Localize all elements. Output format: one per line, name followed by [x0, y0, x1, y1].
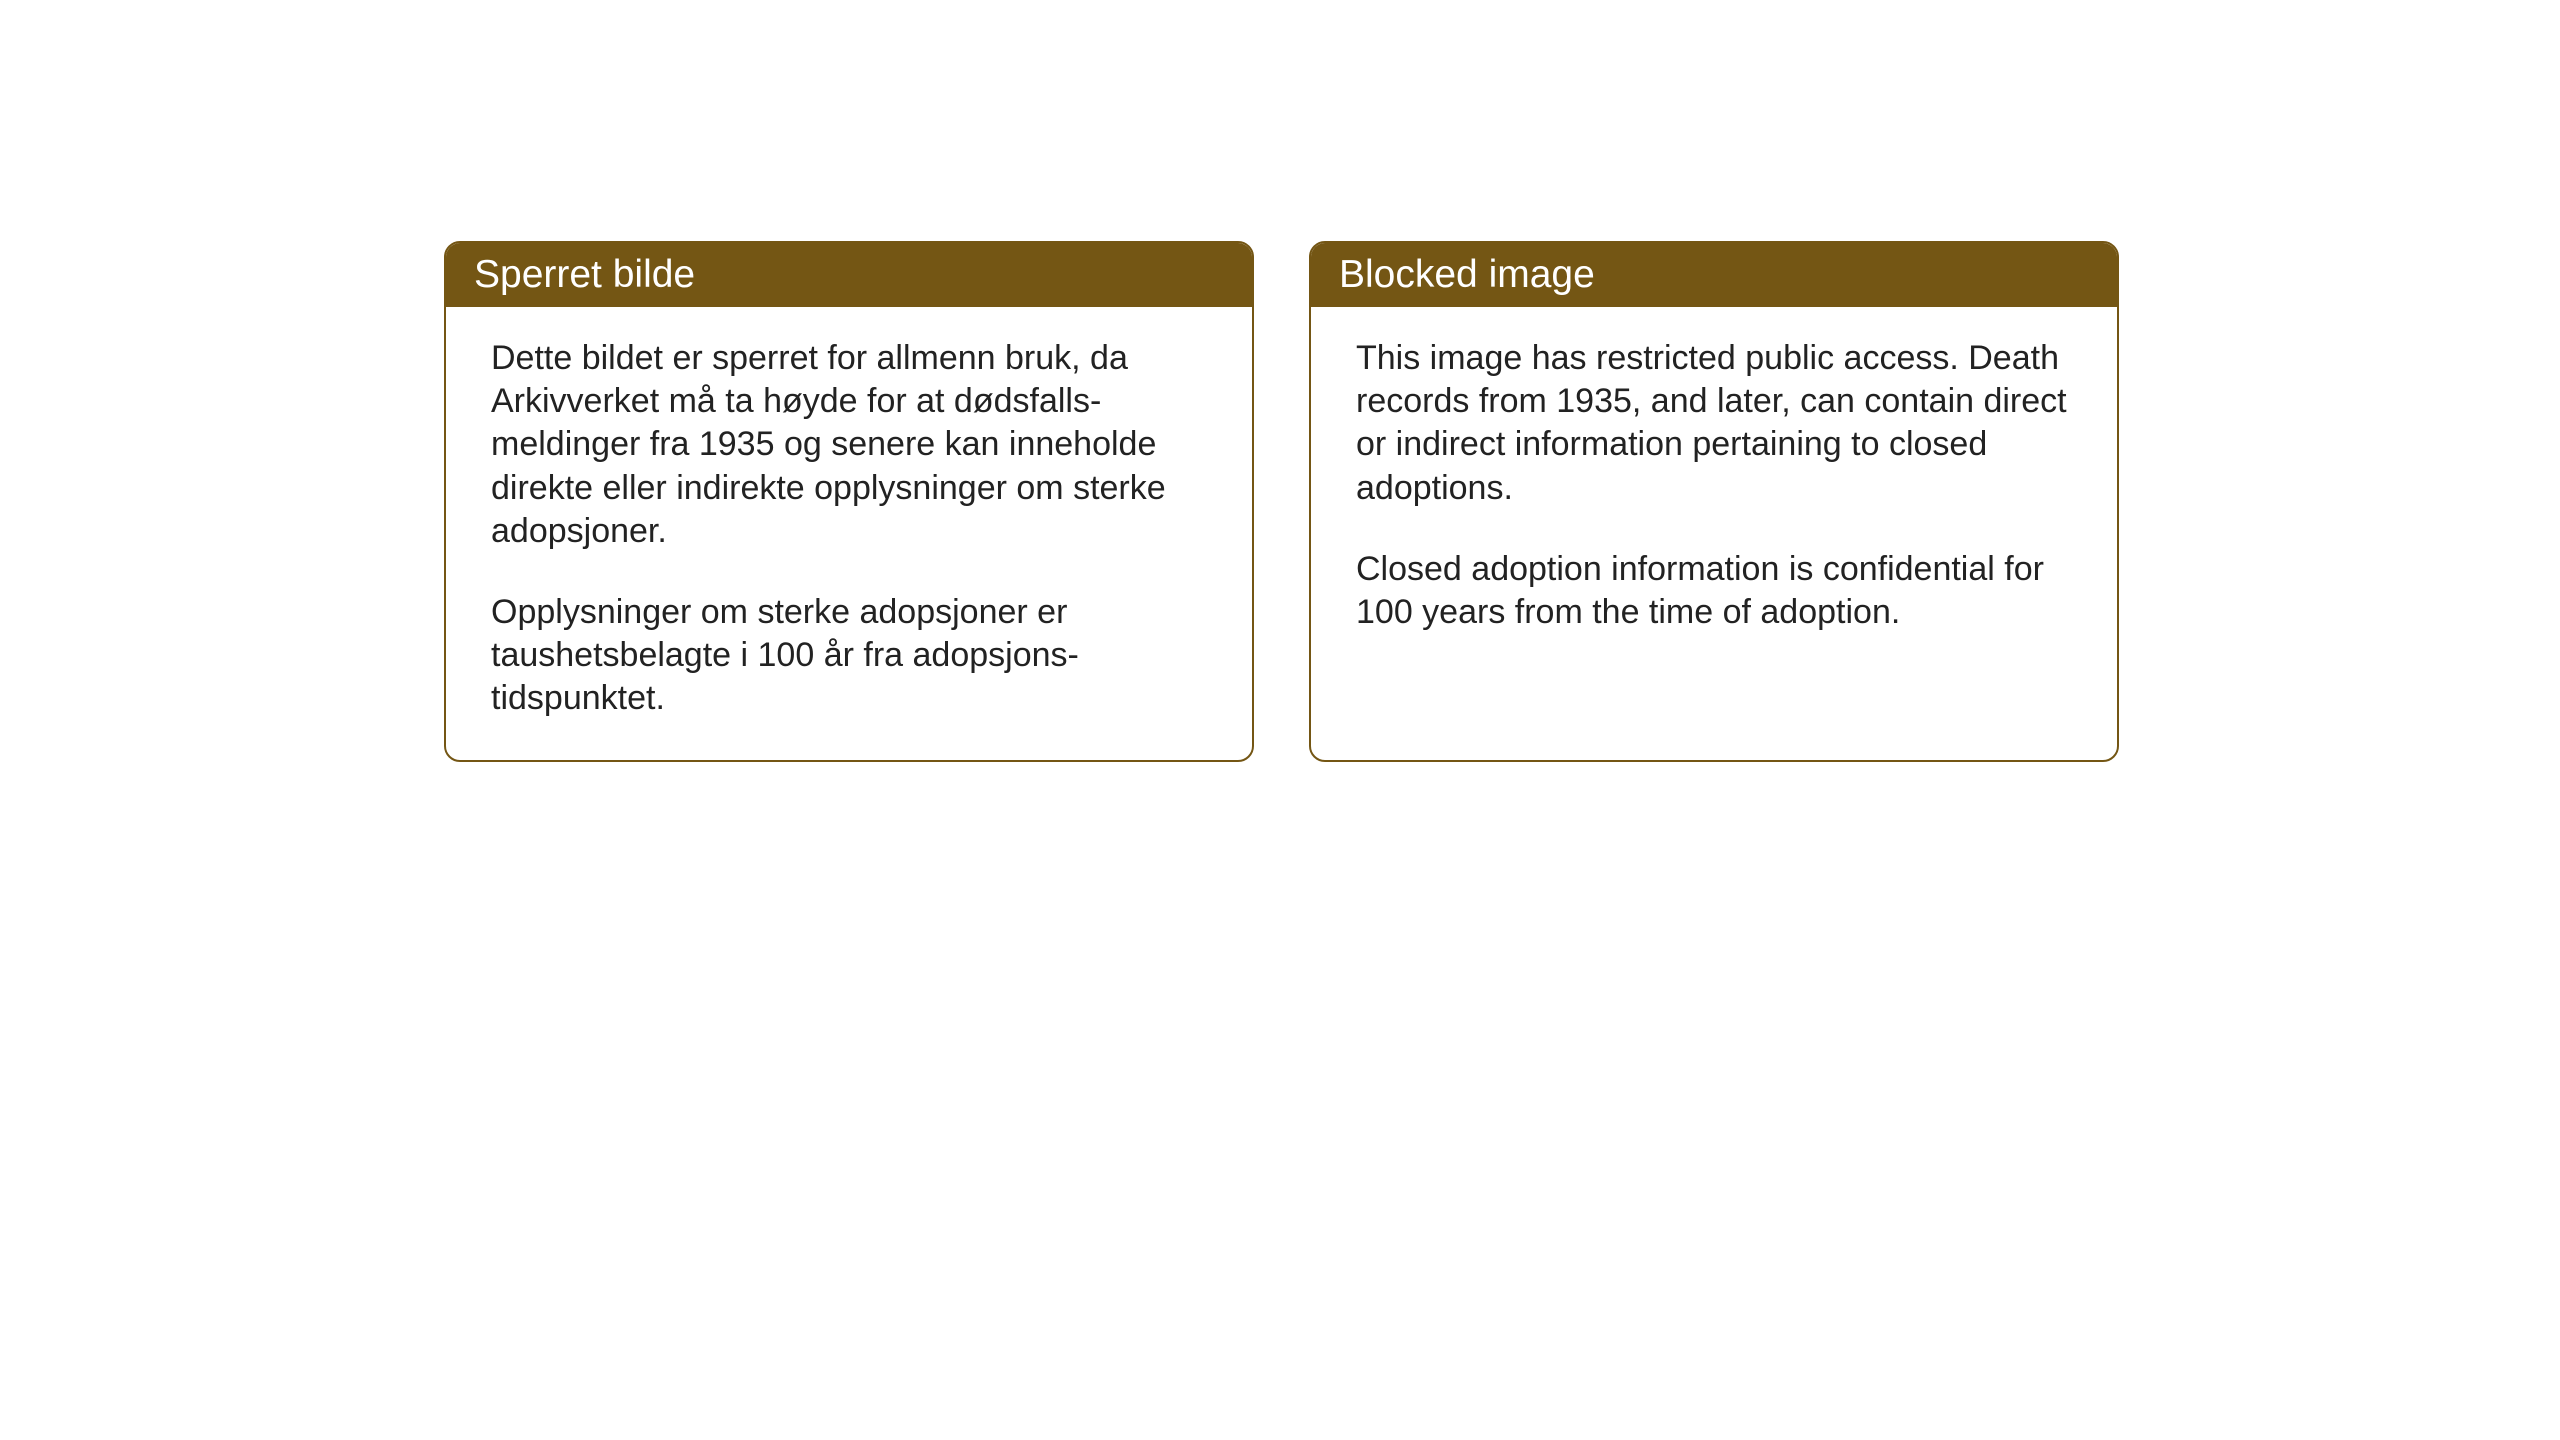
card-header-english: Blocked image — [1311, 243, 2117, 307]
card-paragraph-1-english: This image has restricted public access.… — [1356, 337, 2072, 510]
card-title-norwegian: Sperret bilde — [474, 253, 695, 296]
card-paragraph-2-english: Closed adoption information is confident… — [1356, 548, 2072, 634]
card-title-english: Blocked image — [1339, 253, 1595, 296]
notice-card-english: Blocked image This image has restricted … — [1309, 241, 2119, 762]
notice-container: Sperret bilde Dette bildet er sperret fo… — [444, 241, 2119, 762]
card-paragraph-2-norwegian: Opplysninger om sterke adopsjoner er tau… — [491, 591, 1207, 721]
card-paragraph-1-norwegian: Dette bildet er sperret for allmenn bruk… — [491, 337, 1207, 553]
notice-card-norwegian: Sperret bilde Dette bildet er sperret fo… — [444, 241, 1254, 762]
card-header-norwegian: Sperret bilde — [446, 243, 1252, 307]
card-body-norwegian: Dette bildet er sperret for allmenn bruk… — [446, 307, 1252, 760]
card-body-english: This image has restricted public access.… — [1311, 307, 2117, 674]
